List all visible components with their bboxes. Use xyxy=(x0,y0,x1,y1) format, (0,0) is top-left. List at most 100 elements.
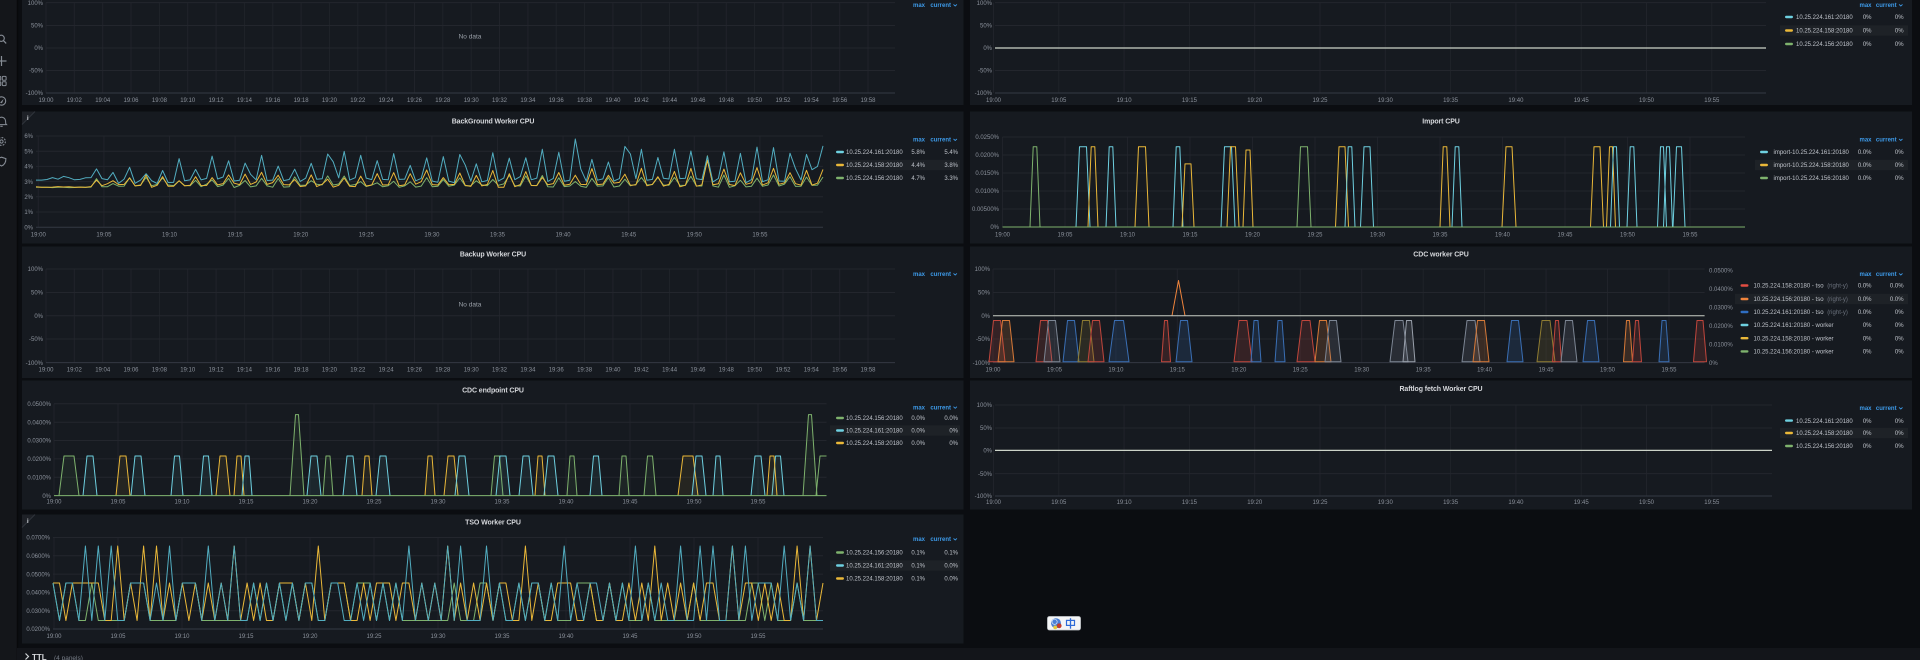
svg-text:19:25: 19:25 xyxy=(1307,233,1323,239)
svg-text:(right-y): (right-y) xyxy=(1827,297,1848,303)
svg-text:50%: 50% xyxy=(31,291,44,297)
svg-text:19:08: 19:08 xyxy=(152,368,168,374)
svg-text:19:50: 19:50 xyxy=(1600,368,1616,374)
svg-text:19:02: 19:02 xyxy=(67,98,83,104)
svg-text:19:48: 19:48 xyxy=(719,98,735,104)
svg-text:0%: 0% xyxy=(24,225,33,231)
svg-text:1%: 1% xyxy=(24,210,33,216)
svg-text:10.25.224.156:20180 - tso: 10.25.224.156:20180 - tso xyxy=(1754,297,1825,303)
svg-text:0.0%: 0.0% xyxy=(911,441,925,447)
svg-text:19:18: 19:18 xyxy=(294,368,310,374)
svg-text:19:55: 19:55 xyxy=(1682,233,1698,239)
svg-text:19:30: 19:30 xyxy=(1370,233,1386,239)
svg-text:19:55: 19:55 xyxy=(752,233,768,239)
svg-text:19:44: 19:44 xyxy=(662,98,678,104)
svg-text:19:00: 19:00 xyxy=(38,368,54,374)
svg-text:0%: 0% xyxy=(990,225,999,231)
svg-text:0%: 0% xyxy=(1895,431,1904,437)
svg-text:19:54: 19:54 xyxy=(804,368,820,374)
svg-text:0.1%: 0.1% xyxy=(944,551,958,557)
svg-text:19:16: 19:16 xyxy=(265,368,281,374)
svg-text:19:25: 19:25 xyxy=(366,634,382,640)
svg-text:current: current xyxy=(1876,272,1897,278)
svg-text:19:35: 19:35 xyxy=(1443,500,1459,506)
svg-text:19:28: 19:28 xyxy=(435,368,451,374)
svg-text:19:26: 19:26 xyxy=(407,98,423,104)
svg-text:10.25.224.156:20180: 10.25.224.156:20180 xyxy=(846,416,903,422)
svg-text:No data: No data xyxy=(459,33,482,40)
svg-text:19:38: 19:38 xyxy=(577,98,593,104)
svg-text:BackGround Worker CPU: BackGround Worker CPU xyxy=(452,119,535,126)
svg-text:current: current xyxy=(930,138,951,144)
svg-text:0.0100%: 0.0100% xyxy=(27,475,51,481)
svg-text:10.25.224.161:20180: 10.25.224.161:20180 xyxy=(1796,419,1853,425)
svg-text:0%: 0% xyxy=(1863,42,1872,48)
svg-text:import-10.25.224.158:20180: import-10.25.224.158:20180 xyxy=(1774,163,1850,169)
svg-text:0.0%: 0.0% xyxy=(1858,176,1872,182)
svg-text:10.25.224.161:20180 - worker: 10.25.224.161:20180 - worker xyxy=(1754,323,1834,329)
svg-text:4.4%: 4.4% xyxy=(911,163,925,169)
svg-text:10.25.224.161:20180: 10.25.224.161:20180 xyxy=(1796,15,1853,21)
svg-text:0%: 0% xyxy=(34,314,43,320)
svg-text:19:45: 19:45 xyxy=(1574,98,1590,104)
svg-text:10.25.224.156:20180 - worker: 10.25.224.156:20180 - worker xyxy=(1754,350,1834,356)
svg-text:19:40: 19:40 xyxy=(605,368,621,374)
svg-text:0.0200%: 0.0200% xyxy=(1709,324,1733,330)
svg-text:19:20: 19:20 xyxy=(1247,98,1263,104)
svg-text:100%: 100% xyxy=(977,1,993,7)
svg-text:5%: 5% xyxy=(24,149,33,155)
svg-text:19:42: 19:42 xyxy=(634,98,650,104)
svg-text:19:40: 19:40 xyxy=(605,98,621,104)
svg-text:19:30: 19:30 xyxy=(430,634,446,640)
svg-text:max: max xyxy=(1859,406,1872,412)
svg-text:19:45: 19:45 xyxy=(1539,368,1555,374)
svg-text:0.0500%: 0.0500% xyxy=(27,402,51,408)
svg-text:19:52: 19:52 xyxy=(775,98,791,104)
svg-text:19:50: 19:50 xyxy=(686,500,702,506)
svg-text:max: max xyxy=(913,406,926,412)
svg-text:19:40: 19:40 xyxy=(1495,233,1511,239)
svg-text:19:38: 19:38 xyxy=(577,368,593,374)
svg-text:0.0300%: 0.0300% xyxy=(26,609,50,615)
svg-text:50%: 50% xyxy=(978,291,991,297)
svg-text:0.0300%: 0.0300% xyxy=(1709,306,1733,312)
svg-text:10.25.224.158:20180: 10.25.224.158:20180 xyxy=(846,441,903,447)
svg-text:-50%: -50% xyxy=(978,472,993,478)
svg-text:19:46: 19:46 xyxy=(690,98,706,104)
svg-text:0%: 0% xyxy=(1863,444,1872,450)
svg-text:19:32: 19:32 xyxy=(492,368,508,374)
svg-text:19:55: 19:55 xyxy=(1661,368,1677,374)
svg-text:2%: 2% xyxy=(24,195,33,201)
svg-text:19:20: 19:20 xyxy=(302,500,318,506)
svg-text:19:20: 19:20 xyxy=(293,233,309,239)
svg-text:19:12: 19:12 xyxy=(209,98,225,104)
svg-text:-100%: -100% xyxy=(975,91,993,97)
svg-text:10.25.224.161:20180: 10.25.224.161:20180 xyxy=(846,564,903,570)
svg-text:0.0200%: 0.0200% xyxy=(975,153,999,159)
svg-text:19:16: 19:16 xyxy=(265,98,281,104)
svg-text:19:50: 19:50 xyxy=(686,634,702,640)
svg-text:0.0%: 0.0% xyxy=(1858,297,1872,303)
svg-text:19:24: 19:24 xyxy=(379,368,395,374)
svg-text:0.0%: 0.0% xyxy=(944,416,958,422)
svg-text:19:50: 19:50 xyxy=(687,233,703,239)
svg-text:max: max xyxy=(1859,3,1872,9)
svg-text:19:35: 19:35 xyxy=(1432,233,1448,239)
svg-text:19:46: 19:46 xyxy=(690,368,706,374)
svg-text:0%: 0% xyxy=(949,441,958,447)
svg-text:19:40: 19:40 xyxy=(1508,500,1524,506)
svg-text:19:45: 19:45 xyxy=(1574,500,1590,506)
svg-text:19:06: 19:06 xyxy=(123,368,139,374)
svg-text:19:15: 19:15 xyxy=(228,233,244,239)
svg-text:0.0%: 0.0% xyxy=(911,429,925,435)
svg-text:0.00500%: 0.00500% xyxy=(972,207,1000,213)
svg-text:19:30: 19:30 xyxy=(1354,368,1370,374)
svg-text:19:56: 19:56 xyxy=(832,98,848,104)
svg-text:current: current xyxy=(1876,138,1897,144)
svg-text:19:34: 19:34 xyxy=(520,98,536,104)
svg-text:19:10: 19:10 xyxy=(180,368,196,374)
svg-text:19:52: 19:52 xyxy=(775,368,791,374)
svg-text:0%: 0% xyxy=(949,429,958,435)
svg-text:19:35: 19:35 xyxy=(490,233,506,239)
svg-text:19:00: 19:00 xyxy=(46,500,62,506)
